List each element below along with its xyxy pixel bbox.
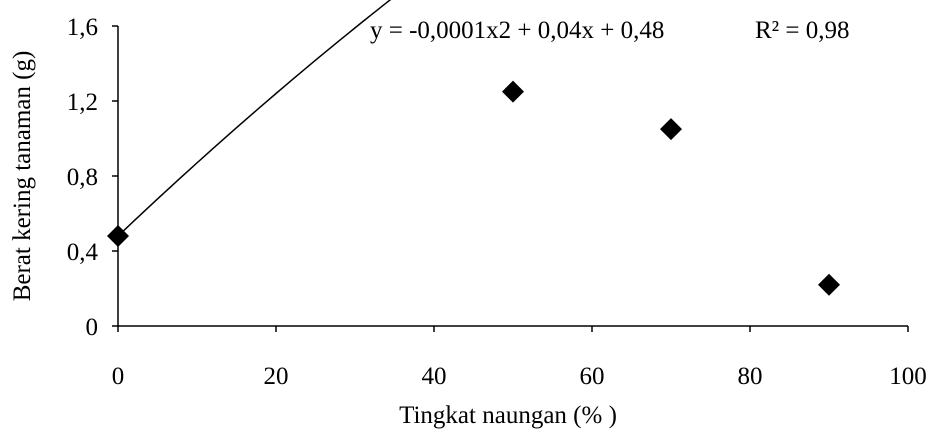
trend-equation: y = -0,0001x2 + 0,04x + 0,48 xyxy=(370,17,664,44)
y-tick-label: 1,6 xyxy=(67,14,98,41)
x-ticks: 0 20 40 60 80 100 xyxy=(112,326,927,390)
y-tick-label: 0,4 xyxy=(67,239,99,266)
x-tick-label: 40 xyxy=(422,363,447,390)
y-tick-label: 0 xyxy=(86,314,99,341)
x-tick-label: 0 xyxy=(112,363,125,390)
r-squared-label: R² = 0,98 xyxy=(755,17,850,44)
y-tick-label: 0,8 xyxy=(67,164,98,191)
y-tick-label: 1,2 xyxy=(67,89,98,116)
data-point xyxy=(818,273,840,296)
x-tick-label: 100 xyxy=(889,363,927,390)
x-tick-label: 60 xyxy=(580,363,605,390)
y-axis-title: Berat kering tanaman (g) xyxy=(9,51,36,302)
x-tick-label: 20 xyxy=(264,363,289,390)
data-point xyxy=(107,225,129,247)
x-tick-label: 80 xyxy=(738,363,763,390)
data-point xyxy=(502,80,524,103)
trendline xyxy=(117,0,392,237)
x-axis-title: Tingkat naungan (% ) xyxy=(399,402,617,429)
y-ticks: 0 0,4 0,8 1,2 1,6 xyxy=(67,14,118,341)
data-points xyxy=(107,80,840,296)
data-point xyxy=(660,118,682,141)
